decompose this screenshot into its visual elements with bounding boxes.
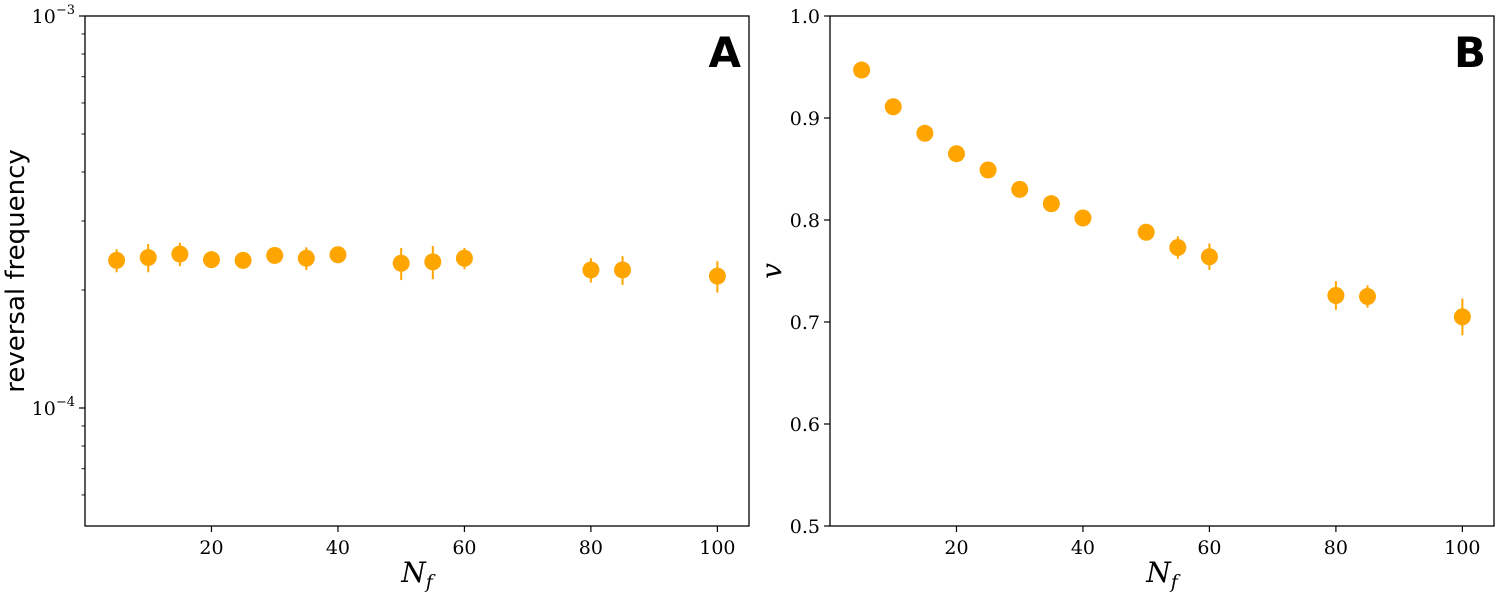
panel-a-y-tick-label: 10−3 <box>32 3 75 28</box>
panel-a-letter: A <box>708 28 741 77</box>
panel-a-data-point <box>266 246 284 264</box>
panel-b-y-tick-label: 0.5 <box>790 516 820 538</box>
panel-b: 20 40 60 80 100 0.5 0.6 0.7 0.8 0.9 1.0 <box>790 6 1495 559</box>
panel-a-x-tick-label: 20 <box>199 537 223 559</box>
panel-b-data-point <box>1074 209 1092 227</box>
panel-a-y-tick-label: 10−4 <box>32 395 75 420</box>
panel-b-data-point <box>979 161 997 179</box>
panel-a-data-point <box>392 254 410 272</box>
panel-b-data-point <box>1200 248 1218 266</box>
panel-b-letter: B <box>1454 28 1486 77</box>
panel-a: 20 40 60 80 100 10−4 10−3 <box>32 3 750 559</box>
panel-a-data-point <box>329 246 347 264</box>
panel-b-x-axis-label: Nf <box>1145 556 1181 593</box>
panel-b-data-point <box>1169 239 1187 257</box>
panel-b-x-tick-label: 20 <box>944 537 968 559</box>
panel-b-x-tick-label: 60 <box>1197 537 1221 559</box>
panel-a-x-tick-label: 40 <box>326 537 350 559</box>
panel-b-data-point <box>884 98 902 116</box>
panel-b-data-point <box>1453 308 1471 326</box>
panel-b-y-tick-label: 0.6 <box>790 414 820 436</box>
panel-a-data-point <box>171 245 189 263</box>
panel-a-y-axis-label: reversal frequency <box>1 149 31 393</box>
panel-b-data-point <box>947 145 965 163</box>
panel-b-data-point <box>1042 195 1060 213</box>
panel-b-y-tick-label: 0.7 <box>790 312 820 334</box>
panel-a-data-point <box>202 251 220 269</box>
panel-b-y-tick-label: 0.9 <box>790 108 820 130</box>
panel-a-data-point <box>455 249 473 267</box>
panel-a-data-point <box>234 251 252 269</box>
panel-a-frame <box>84 15 750 527</box>
panel-b-data-point <box>853 61 871 79</box>
panel-b-data-point <box>916 124 934 142</box>
panel-a-x-axis-label: Nf <box>400 556 436 593</box>
panel-b-y-axis-label: v <box>755 263 788 279</box>
panel-b-frame <box>829 15 1495 527</box>
panel-b-x-tick-label: 100 <box>1444 537 1480 559</box>
panel-b-x-tick-label: 40 <box>1071 537 1095 559</box>
panel-a-x-tick-label: 60 <box>452 537 476 559</box>
panel-b-data-point <box>1327 286 1345 304</box>
panel-a-data-point <box>614 261 632 279</box>
panel-a-data-point <box>708 267 726 285</box>
panel-b-y-tick-label: 0.8 <box>790 210 820 232</box>
panel-b-y-tick-label: 1.0 <box>790 6 820 28</box>
panel-b-data-point <box>1011 180 1029 198</box>
panel-a-data-point <box>424 253 442 271</box>
panel-a-data-point <box>108 251 126 269</box>
panel-a-data-point <box>139 249 157 267</box>
panel-a-data-point <box>582 261 600 279</box>
panel-a-x-tick-label: 100 <box>699 537 735 559</box>
panel-a-data-point <box>297 249 315 267</box>
panel-b-x-tick-label: 80 <box>1324 537 1348 559</box>
panel-b-data-point <box>1359 288 1377 305</box>
panel-a-x-tick-label: 80 <box>579 537 603 559</box>
panel-b-data-point <box>1137 223 1155 241</box>
